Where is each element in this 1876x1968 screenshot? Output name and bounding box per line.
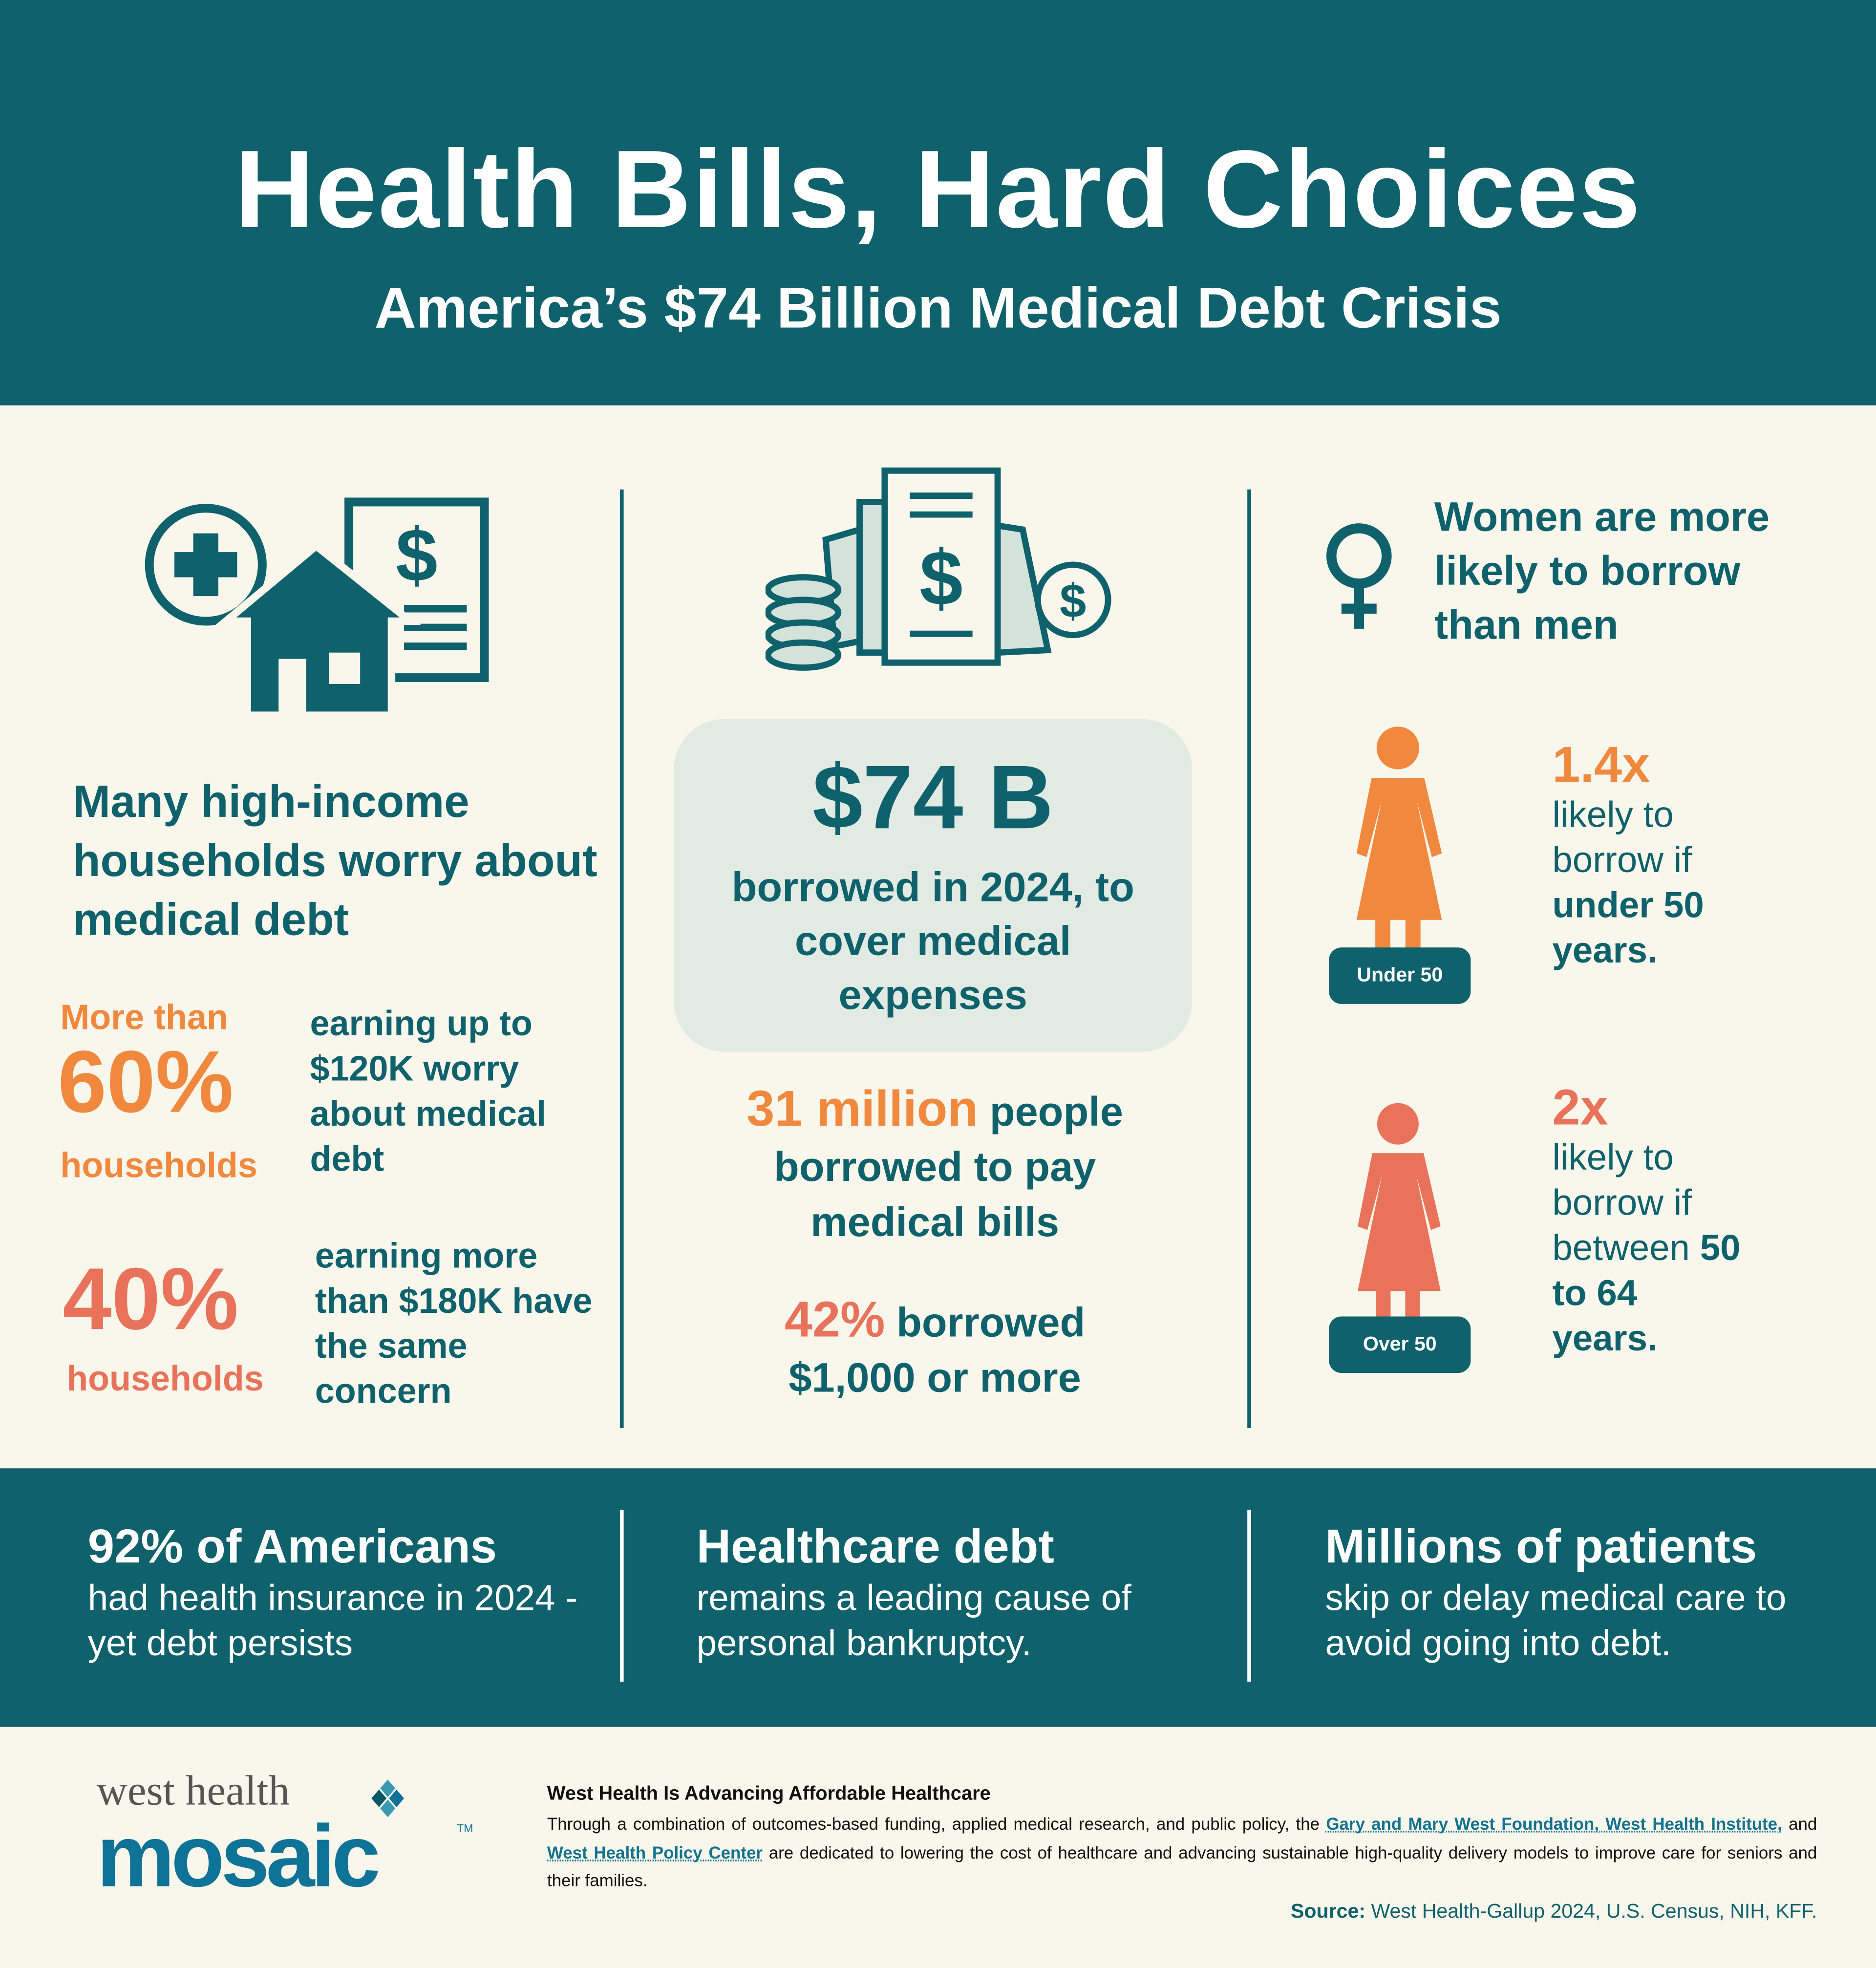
left-heading: Many high-income households worry about … <box>72 775 597 945</box>
group2-text-bold: 50 to 64 years. <box>1552 1228 1741 1359</box>
fact-bankruptcy: Healthcare debt remains a leading cause … <box>697 1519 1211 1667</box>
stat1-prefix: More than <box>60 998 228 1037</box>
fact-text: remains a leading cause of personal bank… <box>696 1579 1131 1664</box>
age-label-over-50: Over 50 <box>1329 1316 1471 1373</box>
fact-delay-care: Millions of patients skip or delay medic… <box>1325 1519 1852 1667</box>
page-title: Health Bills, Hard Choices <box>234 127 1642 251</box>
source-label: Source: <box>1291 1901 1366 1923</box>
age-label-under-50: Under 50 <box>1329 947 1471 1004</box>
header-banner: Health Bills, Hard Choices America’s $74… <box>0 0 1876 406</box>
pct-description: $1,000 or more <box>789 1354 1081 1401</box>
facts-band <box>0 1468 1876 1727</box>
svg-text:$: $ <box>396 513 438 597</box>
source-text: West Health-Gallup 2024, U.S. Census, NI… <box>1365 1901 1817 1923</box>
money-bills-icon: $ $ <box>765 467 1111 671</box>
fact-insurance: 92% of Americans had health insurance in… <box>88 1519 590 1667</box>
woman-figure-icon <box>1356 727 1442 951</box>
stat1-value: 60% <box>58 1032 234 1131</box>
group1-text-regular: likely to borrow if <box>1552 795 1692 881</box>
footer-text: Through a combination of outcomes-based … <box>547 1815 1326 1834</box>
svg-text:$: $ <box>1060 575 1086 628</box>
pct-suffix: borrowed <box>896 1299 1086 1346</box>
amount-description: borrowed in 2024, to cover medical expen… <box>731 863 1134 1018</box>
amount-card: $74 B borrowed in 2024, to cover medical… <box>674 719 1193 1052</box>
group1-text: likely to borrow if under 50 years. <box>1552 793 1740 974</box>
stat2-unit: households <box>66 1359 264 1398</box>
pct-value: 42% <box>784 1292 885 1348</box>
people-suffix: people <box>989 1088 1123 1135</box>
woman-figure-icon <box>1358 1103 1441 1322</box>
stat1-unit: households <box>60 1146 257 1185</box>
column-divider <box>619 489 624 1429</box>
fact-text: skip or delay medical care to avoid goin… <box>1325 1579 1787 1664</box>
logo-bottom-text: mosaic <box>96 1807 381 1905</box>
stat2-value: 40% <box>63 1250 239 1348</box>
female-symbol-icon <box>1326 523 1392 629</box>
column-divider <box>1247 489 1251 1429</box>
people-value: 31 million <box>746 1082 979 1137</box>
group1-value: 1.4x <box>1552 738 1650 793</box>
trademark: TM <box>456 1822 473 1835</box>
logo-top-text: west health <box>96 1768 290 1815</box>
fact-heading: Healthcare debt <box>696 1521 1054 1574</box>
people-stat: 31 million people borrowed to pay medica… <box>678 1082 1192 1250</box>
svg-text:$: $ <box>919 535 963 621</box>
policy-center-link[interactable]: West Health Policy Center <box>547 1842 763 1862</box>
mosaic-diamond-icon <box>371 1779 405 1818</box>
pct-stat: 42% borrowed $1,000 or more <box>678 1293 1192 1406</box>
source-line: Source: West Health-Gallup 2024, U.S. Ce… <box>1291 1901 1817 1924</box>
band-divider <box>619 1510 624 1682</box>
band-divider <box>1247 1510 1251 1682</box>
stat1-description: earning up to $120K worry about medical … <box>310 1004 547 1178</box>
footer-text: and <box>1782 1815 1817 1834</box>
fact-text: had health insurance in 2024 - yet debt … <box>87 1579 577 1664</box>
footer-text: are dedicated to lowering the cost of he… <box>547 1842 1817 1890</box>
people-description: borrowed to pay medical bills <box>773 1143 1096 1245</box>
foundation-institute-link[interactable]: Gary and Mary West Foundation, West Heal… <box>1326 1815 1782 1834</box>
west-health-mosaic-logo: west health mosaic TM <box>96 1768 486 1905</box>
stat2-description: earning more than $180K have the same co… <box>315 1236 593 1411</box>
amount-value: $74 B <box>812 748 1054 849</box>
group2-text: likely to borrow if between 50 to 64 yea… <box>1552 1136 1740 1362</box>
group1-text-bold: under 50 years. <box>1552 886 1704 972</box>
group2-text-regular: likely to borrow if between <box>1552 1138 1692 1269</box>
right-heading: Women are more likely to borrow than men <box>1434 493 1770 648</box>
footer-heading: West Health Is Advancing Affordable Heal… <box>547 1783 991 1805</box>
group2-value: 2x <box>1552 1080 1608 1136</box>
footer-paragraph: Through a combination of outcomes-based … <box>547 1811 1817 1895</box>
medical-home-bill-icon: $ <box>145 497 489 719</box>
page-subtitle: America’s $74 Billion Medical Debt Crisi… <box>374 275 1502 341</box>
fact-heading: 92% of Americans <box>87 1521 497 1574</box>
fact-heading: Millions of patients <box>1325 1521 1757 1574</box>
